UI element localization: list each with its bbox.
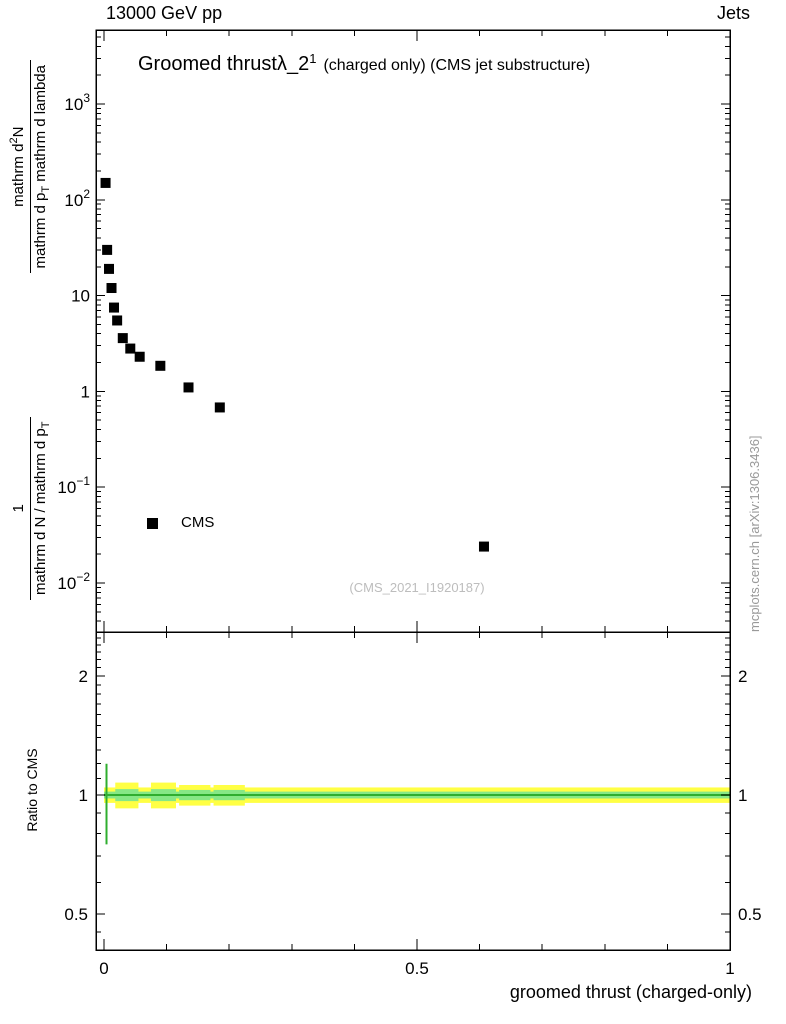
fraction2-numerator: mathrm d2N [8,122,30,212]
y-axis-title-inner: 1 mathrm d N / mathrm d pT mathrm d2N ma… [8,30,52,630]
data-point [104,263,115,274]
legend-cms-label: CMS [181,514,215,531]
data-point [102,244,113,255]
fraction2-den-sub: T [39,185,52,193]
fraction1-den-sub: T [39,421,52,429]
ratio-y-tick-label-left: 0.5 [64,905,88,924]
jets-label: Jets [716,3,750,23]
beam-energy-label: 13000 GeV pp [106,3,223,23]
x-tick-label: 1 [725,959,734,978]
fraction2-num-text: mathrm d [10,143,27,207]
x-tick-label: 0.5 [405,959,429,978]
y-axis-fraction-lower: 1 mathrm d N / mathrm d pT [10,416,52,600]
title-main: Groomed thrust [138,53,277,75]
y-axis-fraction-upper: mathrm d2N mathrm d pT mathrm d lambda [8,60,52,274]
ratio-y-tick-label-right: 2 [738,667,747,686]
fraction2-den-post: mathrm d lambda [31,65,49,186]
plot-title: Groomed thrustλ_21 (charged only) (CMS je… [138,51,591,76]
fraction2-den-text: mathrm d p [31,192,49,269]
data-point [112,315,123,326]
main-y-tick-label: 10 [71,287,90,306]
data-point [125,343,136,354]
data-point [134,351,145,362]
legend-cms-marker [147,518,158,529]
x-axis-title: groomed thrust (charged-only) [509,982,752,1002]
tick-marks [96,30,731,950]
data-point [214,402,225,413]
panel-frames [95,29,731,951]
title-superscript: 1 [309,51,317,66]
ratio-y-tick-label-right: 0.5 [738,905,762,924]
title-detail: (charged only) (CMS jet substructure) [323,57,591,74]
data-point [183,382,194,393]
ratio-y-axis-label: Ratio to CMS [24,748,40,832]
fraction1-den-text: mathrm d N / mathrm d p [31,428,49,595]
data-point [117,333,128,344]
mcplots-arxiv-note: mcplots.cern.ch [arXiv:1306.3436] [747,435,762,632]
fraction2-denominator: mathrm d pT mathrm d lambda [29,60,52,274]
data-point [106,283,117,294]
fraction2-num-post: N [10,126,27,138]
data-point [478,541,489,552]
ratio-y-tick-label-right: 1 [738,786,747,805]
x-tick-label: 0 [99,959,108,978]
y-axis-title: 1 mathrm d N / mathrm d pT mathrm d2N ma… [8,30,88,630]
ratio-y-tick-label-left: 1 [79,786,88,805]
title-lambda: λ_2 [276,53,310,75]
data-point [100,177,111,188]
data-point [155,360,166,371]
fraction1-denominator: mathrm d N / mathrm d pT [29,416,52,600]
ratio-y-tick-label-left: 2 [79,667,88,686]
fraction2-num-sup: 2 [8,137,20,144]
data-points [100,177,489,552]
ratio-bands [104,763,730,845]
main-y-tick-label: 1 [81,382,90,401]
data-point [109,302,120,313]
fraction1-numerator: 1 [10,504,27,513]
analysis-watermark: (CMS_2021_I1920187) [349,580,485,595]
